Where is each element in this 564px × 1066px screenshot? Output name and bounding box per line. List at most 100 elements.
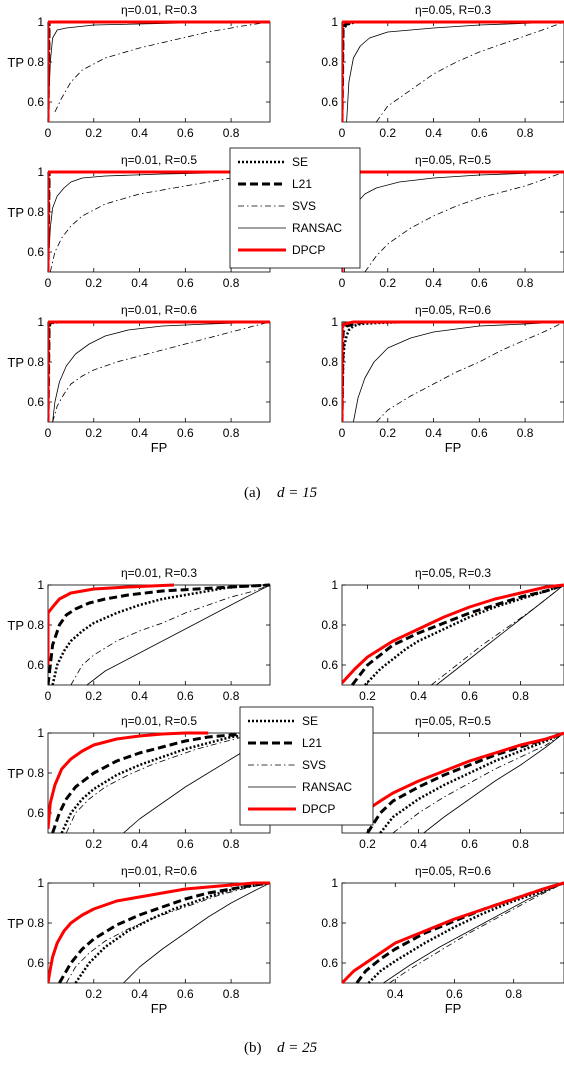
y-tick-label: 0.8	[321, 355, 338, 369]
x-tick-label: 0	[339, 276, 346, 290]
y-tick-label: 0.6	[27, 395, 44, 409]
x-tick-label: 0.6	[471, 276, 488, 290]
series-line-se	[364, 583, 564, 686]
series-line-dpcp	[48, 583, 174, 665]
y-tick-label: 0.8	[27, 355, 44, 369]
x-tick-label: 0.8	[223, 837, 240, 851]
series-line-ransac	[52, 321, 270, 423]
chart-panel-11: η=0.01, R=0.6 0.2 0.4 0.6 0.8 0.6 0.8 1 TP FP	[7, 864, 271, 1016]
legend-label-l21: L21	[292, 177, 312, 191]
y-axis-label: TP	[7, 618, 24, 633]
x-tick-label: 0.4	[410, 689, 427, 703]
x-tick-label: 0.8	[517, 276, 534, 290]
series-group	[342, 20, 564, 123]
y-tick-label: 0.6	[27, 956, 44, 970]
chart-title: η=0.05, R=0.5	[415, 153, 491, 167]
x-tick-label: 0.2	[379, 276, 396, 290]
chart-title: η=0.05, R=0.5	[415, 714, 491, 728]
x-tick-label: 0.4	[131, 837, 148, 851]
chart-title: η=0.05, R=0.3	[415, 3, 491, 17]
series-line-svs	[52, 321, 270, 423]
chart-title: η=0.01, R=0.6	[121, 864, 197, 878]
y-axis-label: TP	[7, 55, 24, 70]
x-tick-label: 0.8	[223, 689, 240, 703]
series-group	[48, 583, 270, 686]
y-tick-label: 0.8	[27, 205, 44, 219]
series-line-ransac	[123, 882, 270, 984]
chart-panel-1: η=0.01, R=0.3 0 0.2 0.4 0.6 0.8 0.6 0.8 1 TP	[7, 3, 271, 140]
series-line-l21	[51, 731, 270, 834]
legend-b: SE L21 SVS RANSAC DPCP	[239, 706, 374, 826]
x-tick-label: 0.6	[471, 126, 488, 140]
legend-label-ransac: RANSAC	[302, 780, 352, 794]
x-tick-label: 0.2	[359, 689, 376, 703]
series-line-se	[51, 583, 270, 686]
x-tick-label: 0.8	[223, 126, 240, 140]
series-group	[342, 320, 564, 423]
caption-b: (b) d = 25	[244, 1040, 318, 1056]
x-tick-label: 0.2	[379, 126, 396, 140]
x-tick-label: 0.8	[223, 987, 240, 1001]
series-line-dpcp	[342, 583, 564, 685]
x-tick-label: 0.4	[131, 126, 148, 140]
legend-a: SE L21 SVS RANSAC DPCP	[229, 147, 361, 269]
x-tick-label: 0.8	[517, 126, 534, 140]
x-tick-label: 0.4	[425, 426, 442, 440]
x-tick-label: 0.4	[410, 837, 427, 851]
plot-frame	[341, 171, 564, 273]
y-tick-label: 0.8	[321, 55, 338, 69]
series-line-dpcp	[48, 320, 270, 422]
legend-label-l21: L21	[302, 736, 322, 750]
series-line-l21	[351, 583, 564, 686]
chart-panel-2: η=0.05, R=0.3 0 0.2 0.4 0.6 0.8 0.6 0.8 1	[321, 3, 564, 140]
y-tick-label: 0.6	[321, 395, 338, 409]
series-group	[48, 20, 270, 123]
series-line-svs	[65, 732, 270, 834]
series-line-ransac	[383, 882, 564, 984]
series-group	[361, 731, 564, 834]
y-tick-label: 0.6	[321, 956, 338, 970]
chart-panel-9: η=0.01, R=0.5 0.2 0.4 0.6 0.8 0.6 0.8 1 TP	[7, 714, 271, 851]
caption-a-label: (a)	[244, 485, 261, 501]
series-group	[342, 881, 564, 985]
series-line-ransac	[86, 584, 270, 686]
legend-label-dpcp: DPCP	[292, 243, 325, 257]
x-tick-label: 0	[339, 426, 346, 440]
legend-label-dpcp: DPCP	[302, 802, 335, 816]
x-tick-label: 0.6	[177, 426, 194, 440]
x-tick-label: 0.2	[85, 276, 102, 290]
legend-label-svs: SVS	[292, 199, 316, 213]
x-tick-label: 0.4	[425, 126, 442, 140]
x-tick-label: 0.2	[85, 126, 102, 140]
y-tick-label: 0.8	[321, 618, 338, 632]
x-tick-label: 0.6	[446, 987, 463, 1001]
x-tick-label: 0	[45, 126, 52, 140]
series-line-dpcp	[48, 20, 270, 122]
y-axis-label: TP	[7, 766, 24, 781]
series-group	[48, 170, 270, 273]
plot-frame	[47, 882, 271, 984]
plot-frame	[341, 21, 564, 123]
chart-title: η=0.01, R=0.6	[121, 303, 197, 317]
series-line-ransac	[423, 732, 564, 834]
series-line-dpcp	[48, 731, 209, 830]
x-tick-label: 0.8	[223, 276, 240, 290]
series-line-dpcp	[342, 320, 564, 422]
series-line-se	[379, 731, 564, 834]
series-line-se	[367, 881, 564, 984]
y-tick-label: 0.6	[321, 658, 338, 672]
legend-label-se: SE	[302, 714, 318, 728]
x-tick-label: 0.6	[177, 276, 194, 290]
y-tick-label: 1	[37, 15, 44, 29]
y-axis-label: TP	[7, 916, 24, 931]
plot-frame	[47, 21, 271, 123]
x-tick-label: 0.4	[387, 987, 404, 1001]
y-tick-label: 0.8	[27, 916, 44, 930]
series-line-dpcp	[361, 731, 564, 815]
x-axis-label: FP	[445, 440, 462, 455]
x-tick-label: 0.6	[471, 426, 488, 440]
series-line-ransac	[48, 171, 270, 273]
legend-label-se: SE	[292, 155, 308, 169]
x-tick-label: 0.8	[505, 987, 522, 1001]
x-axis-label: FP	[151, 1001, 168, 1016]
